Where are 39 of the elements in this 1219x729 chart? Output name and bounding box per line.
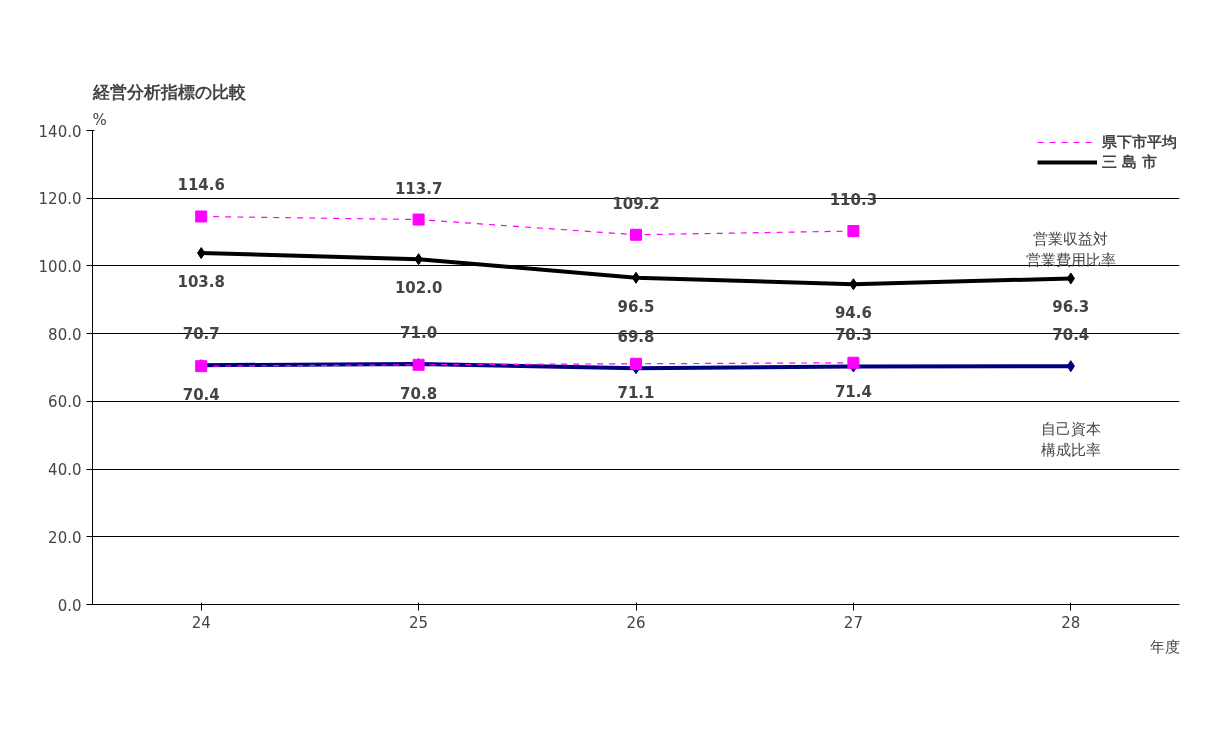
y-axis-title: % <box>92 110 107 129</box>
data-label: 71.1 <box>617 383 655 402</box>
x-tick-label: 26 <box>626 613 646 632</box>
x-tick-label: 25 <box>409 613 429 632</box>
chart-title: 経営分析指標の比較 <box>91 81 247 102</box>
data-label: 96.3 <box>1052 298 1090 317</box>
data-label: 103.8 <box>177 273 225 292</box>
data-label: 114.6 <box>177 176 225 195</box>
point <box>847 225 860 238</box>
x-axis-title: 年度 <box>1149 637 1180 656</box>
y-tick-label: 0.0 <box>57 596 82 615</box>
point <box>195 210 208 223</box>
data-label: 71.4 <box>834 382 872 401</box>
y-tick-label: 40.0 <box>48 461 82 480</box>
annotation: 営業収益対営業費用比率 <box>1025 229 1116 270</box>
data-label: 102.0 <box>394 279 443 298</box>
point <box>630 228 642 241</box>
y-tick-label: 140.0 <box>38 122 82 141</box>
x-tick-label: 24 <box>191 613 211 632</box>
data-label: 69.8 <box>617 328 655 347</box>
legend-label: 県下市平均 <box>1102 132 1177 152</box>
y-tick-label: 80.0 <box>48 325 82 344</box>
point <box>630 357 642 370</box>
data-label: 70.8 <box>400 384 438 403</box>
data-label: 96.5 <box>617 297 655 316</box>
data-label: 94.6 <box>834 304 872 323</box>
data-label: 113.7 <box>394 179 443 198</box>
y-tick-label: 20.0 <box>48 528 82 547</box>
legend-label: 三 島 市 <box>1102 152 1158 172</box>
point <box>847 356 860 369</box>
x-tick-label: 27 <box>843 613 863 632</box>
x-tick-label: 28 <box>1061 613 1081 632</box>
data-label: 109.2 <box>612 194 660 213</box>
data-label: 70.4 <box>182 386 220 405</box>
y-tick-label: 60.0 <box>48 393 82 412</box>
point <box>412 213 425 226</box>
y-tick-label: 120.0 <box>38 190 82 209</box>
y-tick-label: 100.0 <box>38 257 82 276</box>
annotation: 自己資本構成比率 <box>1040 419 1101 460</box>
